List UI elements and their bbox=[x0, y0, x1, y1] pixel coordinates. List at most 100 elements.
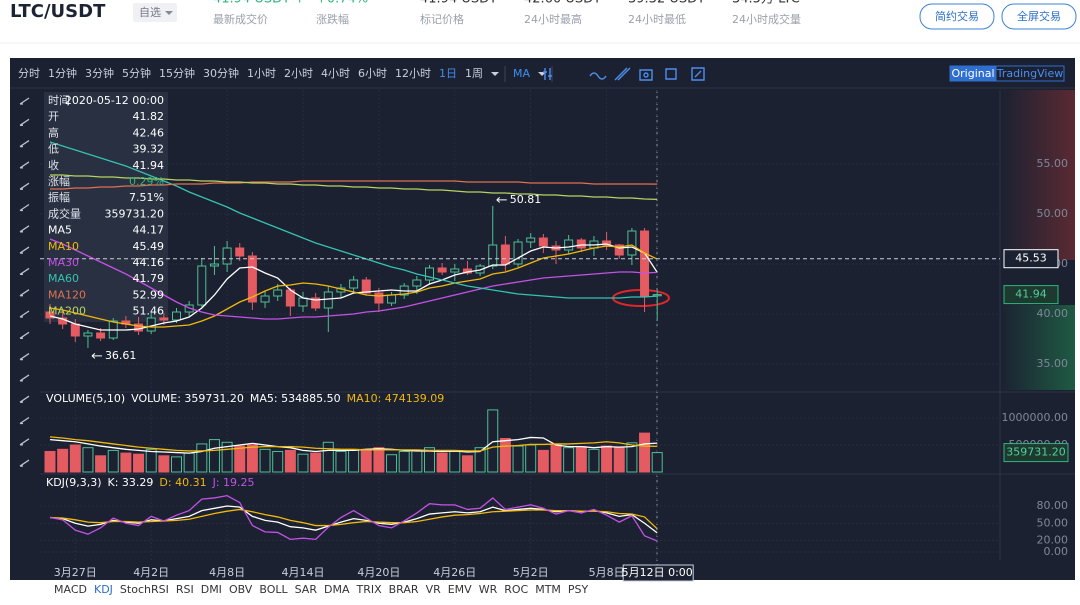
indicator-tab[interactable]: StochRSI bbox=[120, 583, 169, 596]
draw-tool[interactable] bbox=[19, 310, 30, 318]
indicator-tab[interactable]: SAR bbox=[295, 583, 318, 596]
volume-bar bbox=[373, 447, 385, 473]
info-value: 41.82 bbox=[133, 110, 165, 123]
volume-bar bbox=[461, 455, 473, 473]
candle-body bbox=[652, 294, 662, 297]
interval[interactable]: 1周 bbox=[465, 67, 483, 80]
draw-tool[interactable] bbox=[19, 97, 30, 105]
watch-button[interactable] bbox=[133, 3, 177, 22]
volume-bar bbox=[120, 452, 132, 473]
indicator-tab[interactable]: DMA bbox=[324, 583, 350, 596]
draw-tool[interactable] bbox=[19, 353, 30, 361]
info-label: MA5 bbox=[48, 224, 72, 237]
info-label: 成交量 bbox=[48, 206, 81, 220]
mode-label[interactable]: 全屏交易 bbox=[1017, 9, 1061, 23]
volume-bar bbox=[449, 450, 461, 473]
draw-tool[interactable] bbox=[19, 203, 30, 212]
draw-tool[interactable] bbox=[19, 118, 30, 126]
interval[interactable]: 15分钟 bbox=[159, 66, 195, 80]
stat-label: 24小时成交量 bbox=[732, 12, 801, 26]
indicator-tab[interactable]: BRAR bbox=[389, 583, 419, 596]
tool-icon[interactable] bbox=[589, 72, 607, 80]
draw-tool[interactable] bbox=[19, 459, 30, 467]
interval[interactable]: 4小时 bbox=[321, 67, 350, 80]
stat-value: 41.94 USDT bbox=[420, 0, 497, 7]
tool-icon[interactable] bbox=[691, 67, 705, 81]
candle-body bbox=[45, 311, 55, 319]
y-tick-label: 55.00 bbox=[1037, 157, 1069, 170]
stat-value: 42.60 USDT bbox=[524, 0, 601, 7]
chart-panel bbox=[10, 58, 1075, 580]
mode-button[interactable] bbox=[919, 3, 995, 30]
tool-icon[interactable] bbox=[639, 69, 653, 81]
draw-tool[interactable] bbox=[19, 331, 30, 339]
volume-bar bbox=[499, 438, 511, 473]
interval[interactable]: 5分钟 bbox=[122, 66, 151, 80]
volume-bar bbox=[537, 449, 549, 473]
interval[interactable]: 30分钟 bbox=[203, 66, 239, 80]
interval[interactable]: 12小时 bbox=[395, 67, 431, 80]
interval[interactable]: 6小时 bbox=[358, 67, 387, 80]
candle-body bbox=[273, 289, 283, 297]
candle-body bbox=[576, 239, 586, 249]
indicator[interactable]: MA bbox=[513, 67, 530, 80]
draw-tool[interactable] bbox=[19, 182, 30, 190]
draw-tool[interactable] bbox=[19, 161, 30, 169]
draw-tool[interactable] bbox=[19, 289, 30, 297]
draw-tool[interactable] bbox=[19, 374, 30, 382]
draw-tool[interactable] bbox=[19, 438, 30, 446]
indicator-tab[interactable]: DMI bbox=[201, 583, 222, 596]
info-value: 359731.20 bbox=[105, 207, 165, 220]
interval[interactable]: 1日 bbox=[439, 67, 457, 80]
interval[interactable]: 分时 bbox=[18, 67, 40, 80]
x-tick-label: 4月2日 bbox=[133, 566, 169, 579]
indicator-tab[interactable]: BOLL bbox=[259, 583, 288, 596]
indicator-tab[interactable]: ROC bbox=[504, 583, 528, 596]
stat-value: 39.32 USDT bbox=[628, 0, 705, 7]
draw-tool[interactable] bbox=[19, 225, 30, 233]
indicator-tab[interactable]: MTM bbox=[535, 583, 561, 596]
indicator-tab[interactable]: RSI bbox=[176, 583, 194, 596]
x-tick-label: 3月27日 bbox=[54, 566, 97, 579]
indicator-tab[interactable]: EMV bbox=[448, 583, 472, 596]
tool-icon[interactable] bbox=[543, 68, 552, 80]
indicator-tab[interactable]: PSY bbox=[568, 583, 589, 596]
view-label[interactable]: Original bbox=[951, 67, 994, 80]
candle-body bbox=[83, 332, 93, 337]
volume-bar bbox=[95, 455, 107, 473]
caret bbox=[491, 72, 499, 76]
volume-bar bbox=[588, 448, 600, 473]
interval[interactable]: 3分钟 bbox=[85, 66, 114, 80]
y-tick-label: 35.00 bbox=[1037, 357, 1069, 370]
tool-icon[interactable] bbox=[665, 68, 677, 80]
draw-tool[interactable] bbox=[19, 395, 30, 403]
indicator-tab[interactable]: KDJ bbox=[94, 583, 113, 596]
interval[interactable]: 1分钟 bbox=[48, 66, 77, 80]
draw-tool[interactable] bbox=[19, 140, 30, 148]
view-toggle[interactable] bbox=[995, 65, 1065, 82]
watch-label[interactable]: 自选 bbox=[139, 6, 161, 19]
indicator-tab[interactable]: TRIX bbox=[355, 583, 382, 596]
info-box bbox=[44, 92, 168, 322]
draw-tool[interactable] bbox=[19, 416, 30, 425]
draw-tool[interactable] bbox=[19, 246, 30, 254]
stat-label: 最新成交价 bbox=[213, 12, 268, 26]
indicator-tab[interactable]: WR bbox=[479, 583, 498, 596]
info-label: 开 bbox=[48, 110, 59, 123]
mode-label[interactable]: 简约交易 bbox=[935, 9, 979, 23]
candle-body bbox=[260, 295, 270, 303]
tool-icon[interactable] bbox=[614, 67, 631, 81]
draw-tool[interactable] bbox=[19, 267, 30, 276]
interval[interactable]: 1小时 bbox=[247, 67, 276, 80]
interval[interactable]: 2小时 bbox=[284, 67, 313, 80]
candle-body bbox=[412, 279, 422, 287]
mode-button[interactable] bbox=[1001, 3, 1077, 30]
arrow bbox=[496, 197, 507, 203]
volume-bar bbox=[322, 441, 334, 473]
ma-line bbox=[49, 243, 658, 331]
info-value: 44.17 bbox=[133, 224, 165, 237]
indicator-tab[interactable]: VR bbox=[426, 583, 442, 596]
indicator-tab[interactable]: OBV bbox=[229, 583, 253, 596]
view-label[interactable]: TradingView bbox=[996, 67, 1063, 80]
indicator-tab[interactable]: MACD bbox=[54, 583, 87, 596]
